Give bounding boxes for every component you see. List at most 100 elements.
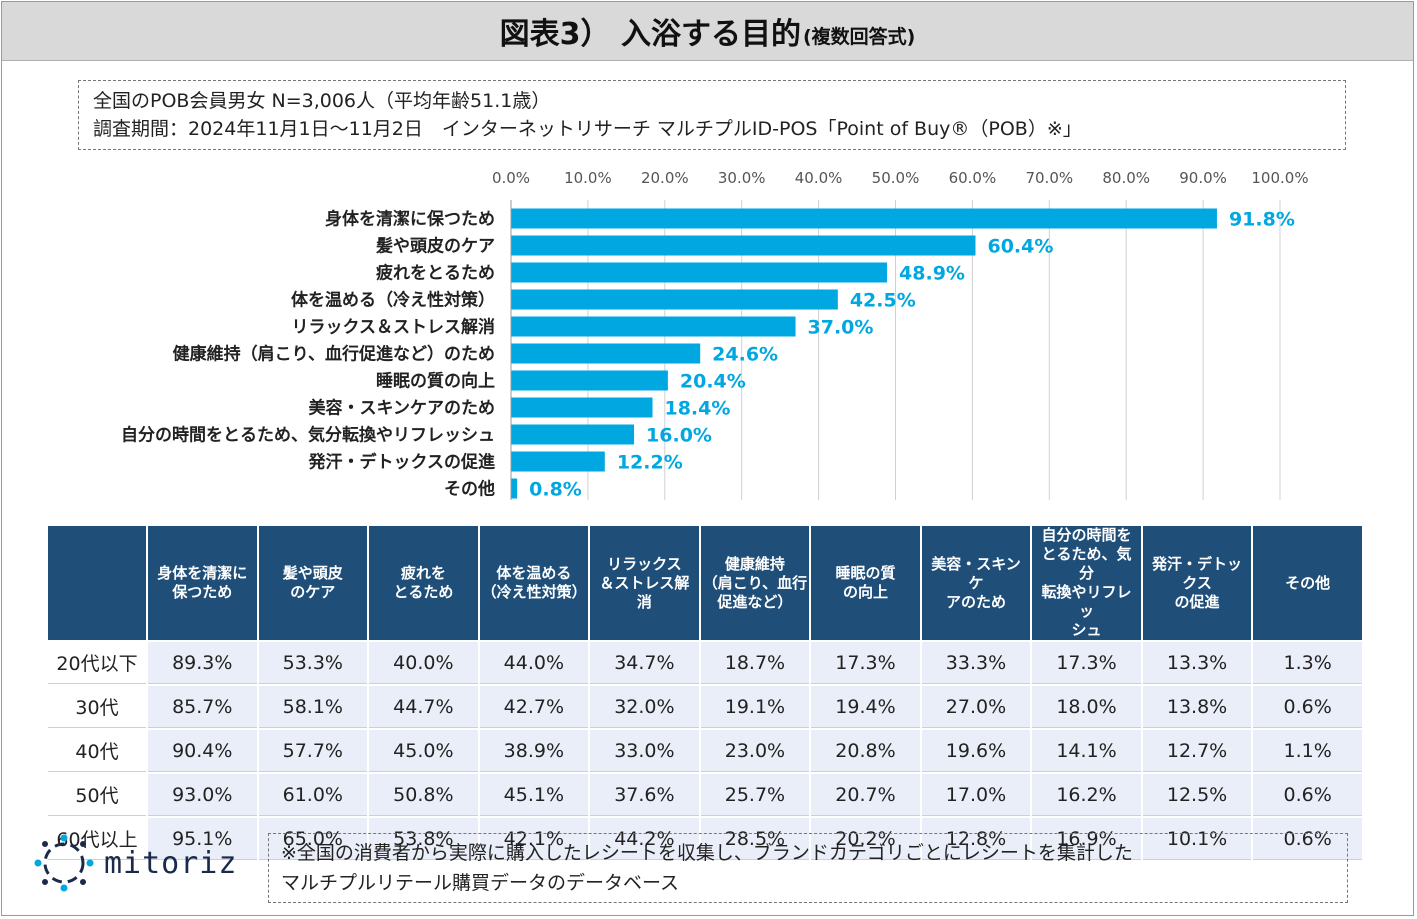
- table-cell: 13.8%: [1142, 686, 1252, 728]
- table-cell: 12.7%: [1142, 730, 1252, 772]
- table-header-row: 身体を清潔に 保つため 髪や頭皮 のケア 疲れを とるため 体を温める （冷え性対策）…: [48, 526, 1362, 640]
- age-breakdown-table: 身体を清潔に 保つため 髪や頭皮 のケア 疲れを とるため 体を温める （冷え性対策）…: [46, 524, 1364, 862]
- bar: [511, 370, 668, 391]
- table-cell: 93.0%: [148, 774, 257, 816]
- logo-text: mitoriz: [104, 845, 238, 881]
- row-label: 30代: [48, 686, 146, 728]
- table-cell: 58.1%: [258, 686, 368, 728]
- x-tick-label: 50.0%: [872, 169, 920, 187]
- table-header-cell: 健康維持 （肩こり、血行 促進など）: [700, 526, 810, 640]
- table-cell: 61.0%: [258, 774, 368, 816]
- category-label: 美容・スキンケアのため: [309, 398, 496, 419]
- table-corner-cell: [48, 526, 146, 640]
- footnote-line2: マルチプルリテール購買データのデータベース: [281, 872, 680, 894]
- table-cell: 0.6%: [1253, 686, 1362, 728]
- table-cell: 25.7%: [700, 774, 810, 816]
- table-row: 30代 85.7% 58.1% 44.7% 42.7% 32.0% 19.1% 19.4% 27…: [48, 686, 1362, 728]
- table-cell: 16.9%: [1032, 818, 1141, 860]
- table-header-cell: 髪や頭皮 のケア: [258, 526, 368, 640]
- x-tick-label: 80.0%: [1102, 169, 1150, 187]
- table-cell: 20.8%: [811, 730, 920, 772]
- table-row: 20代以下 89.3% 53.3% 40.0% 44.0% 34.7% 18.7% 17.3%…: [48, 642, 1362, 684]
- x-tick-label: 20.0%: [641, 169, 689, 187]
- bar: [511, 424, 635, 445]
- category-label: その他: [444, 479, 495, 500]
- table-cell: 45.0%: [369, 730, 478, 772]
- table-cell: 23.0%: [700, 730, 810, 772]
- value-label: 37.0%: [808, 317, 874, 339]
- title-bar: 図表3） 入浴する目的 (複数回答式): [2, 2, 1413, 61]
- table-cell: 44.7%: [369, 686, 478, 728]
- table-cell: 37.6%: [590, 774, 699, 816]
- table-cell: 18.0%: [1032, 686, 1141, 728]
- category-label: 睡眠の質の向上: [376, 371, 495, 392]
- table-cell: 45.1%: [479, 774, 589, 816]
- bar: [511, 478, 518, 499]
- sun-icon: [34, 834, 94, 892]
- value-label: 91.8%: [1229, 209, 1295, 231]
- table-cell: 53.3%: [258, 642, 368, 684]
- bar: [511, 397, 653, 418]
- category-label: 身体を清潔に保つため: [325, 209, 495, 230]
- table-cell: 33.3%: [921, 642, 1031, 684]
- table-cell: 40.0%: [369, 642, 478, 684]
- category-label: 健康維持（肩こり、血行促進など）のため: [173, 344, 495, 365]
- footnote-line1: ※全国の消費者から実際に購入したレシートを収集し、ブランドカテゴリごとにレシート…: [281, 842, 1133, 864]
- table-header-cell: 疲れを とるため: [369, 526, 478, 640]
- x-tick-label: 40.0%: [795, 169, 843, 187]
- value-label: 48.9%: [899, 263, 965, 285]
- chart-title: 図表3） 入浴する目的: [499, 17, 801, 52]
- table-row: 40代 90.4% 57.7% 45.0% 38.9% 33.0% 23.0% 20.8% 19…: [48, 730, 1362, 772]
- footnote-box: ※全国の消費者から実際に購入したレシートを収集し、ブランドカテゴリごとにレシート…: [268, 833, 1348, 903]
- table-header-cell: 睡眠の質 の向上: [811, 526, 920, 640]
- table-cell: 0.6%: [1253, 774, 1362, 816]
- table-cell: 34.7%: [590, 642, 699, 684]
- value-label: 16.0%: [646, 425, 712, 447]
- table-cell: 20.7%: [811, 774, 920, 816]
- category-label: 体を温める（冷え性対策）: [291, 290, 495, 311]
- table-cell: 27.0%: [921, 686, 1031, 728]
- table-cell: 19.6%: [921, 730, 1031, 772]
- mitoriz-logo: mitoriz: [32, 832, 237, 894]
- survey-info-line1: 全国のPOB会員男女 N=3,006人（平均年齢51.1歳）: [93, 90, 551, 112]
- table-cell: 13.3%: [1142, 642, 1252, 684]
- table-cell: 12.5%: [1142, 774, 1252, 816]
- bar-chart: 0.0% 10.0% 20.0% 30.0% 40.0% 50.0% 60.0% 70.0% 8…: [121, 169, 1309, 501]
- x-tick-label: 70.0%: [1025, 169, 1073, 187]
- table-cell: 42.7%: [479, 686, 589, 728]
- table-header-cell: その他: [1253, 526, 1362, 640]
- table-cell: 19.4%: [811, 686, 920, 728]
- row-label: 40代: [48, 730, 146, 772]
- survey-info-box: 全国のPOB会員男女 N=3,006人（平均年齢51.1歳） 調査期間：2024…: [78, 80, 1346, 150]
- category-label: 発汗・デトックスの促進: [308, 452, 496, 473]
- x-tick-label: 30.0%: [718, 169, 766, 187]
- table-cell: 90.4%: [148, 730, 257, 772]
- table-cell: 19.1%: [700, 686, 810, 728]
- x-tick-label: 100.0%: [1251, 169, 1308, 187]
- x-tick-label: 0.0%: [492, 169, 530, 187]
- category-label: 自分の時間をとるため、気分転換やリフレッシュ: [121, 425, 495, 446]
- bar: [511, 343, 701, 364]
- table-cell: 10.1%: [1142, 818, 1252, 860]
- category-label: リラックス＆ストレス解消: [292, 317, 496, 338]
- table-cell: 50.8%: [369, 774, 478, 816]
- table-header-cell: 身体を清潔に 保つため: [148, 526, 257, 640]
- table-cell: 1.1%: [1253, 730, 1362, 772]
- x-tick-label: 10.0%: [564, 169, 612, 187]
- table-row: 50代 93.0% 61.0% 50.8% 45.1% 37.6% 25.7% 20.7% 17…: [48, 774, 1362, 816]
- bar: [511, 316, 796, 337]
- row-label: 20代以下: [48, 642, 146, 684]
- table-header-cell: 美容・スキンケ アのため: [921, 526, 1031, 640]
- table-cell: 95.1%: [148, 818, 257, 860]
- table-cell: 14.1%: [1032, 730, 1141, 772]
- table-cell: 1.3%: [1253, 642, 1362, 684]
- table-cell: 33.0%: [590, 730, 699, 772]
- table-cell: 85.7%: [148, 686, 257, 728]
- table-cell: 44.0%: [479, 642, 589, 684]
- x-tick-label: 90.0%: [1179, 169, 1227, 187]
- table-cell: 89.3%: [148, 642, 257, 684]
- table-cell: 16.2%: [1032, 774, 1141, 816]
- bar: [511, 235, 976, 256]
- table-header-cell: 自分の時間を とるため、気分 転換やリフレッ シュ: [1032, 526, 1141, 640]
